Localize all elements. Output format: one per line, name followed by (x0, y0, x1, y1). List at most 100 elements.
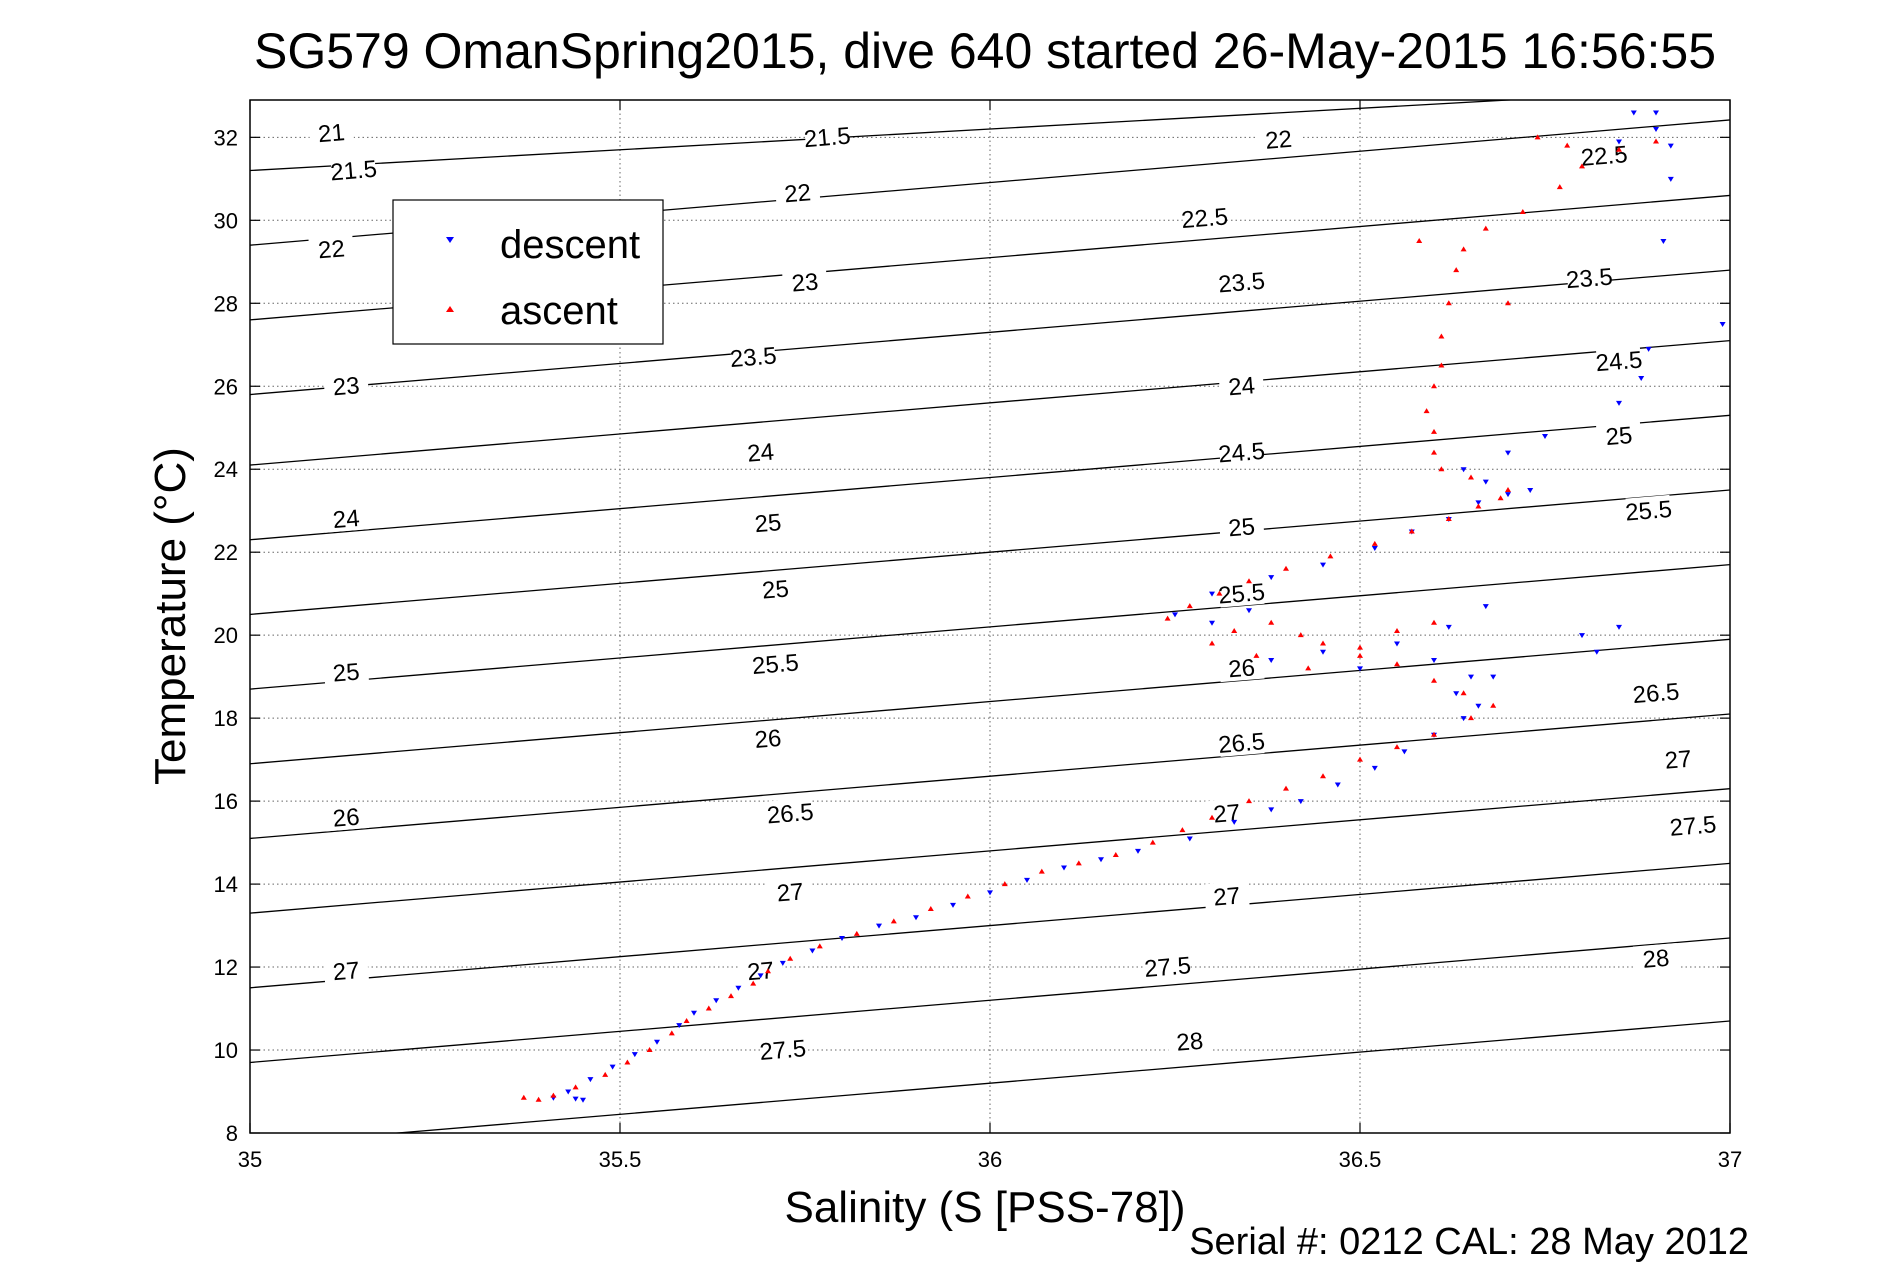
descent-point (1460, 716, 1467, 722)
y-tick-label: 18 (214, 706, 238, 731)
contour-label: 21.5 (803, 122, 852, 153)
contour-label: 27.5 (1669, 811, 1718, 842)
chart-title: SG579 OmanSpring2015, dive 640 started 2… (254, 23, 1716, 79)
ascent-point (1453, 267, 1460, 273)
descent-point (1468, 674, 1474, 680)
descent-point (1453, 691, 1460, 697)
contour-label: 26 (1227, 654, 1256, 683)
ascent-point (550, 1092, 557, 1098)
contour-label: 25.5 (751, 649, 800, 680)
x-tick-label: 37 (1718, 1147, 1742, 1172)
descent-point (1616, 139, 1622, 145)
contour-label-bg (744, 507, 791, 537)
contour-label-bg (323, 370, 370, 401)
ascent-point (1423, 408, 1430, 414)
contour-label: 27.5 (758, 1035, 807, 1066)
ascent-point (535, 1096, 542, 1102)
ascent-point (1371, 540, 1378, 546)
contour-label: 27 (1664, 746, 1693, 775)
contour-label-bg (781, 266, 828, 297)
descent-point (1371, 765, 1378, 771)
contour-label-bg (1632, 942, 1679, 973)
contour-label: 24 (332, 505, 361, 534)
ascent-point (927, 905, 934, 911)
y-tick-label: 24 (214, 457, 238, 482)
contour-label-bg (804, 121, 851, 152)
contour-label: 24 (1227, 372, 1256, 401)
ascent-point (1209, 640, 1215, 646)
descent-point (1653, 127, 1659, 133)
descent-point (987, 890, 993, 896)
density-contour-line (250, 788, 1730, 914)
descent-point (691, 1010, 697, 1016)
descent-point (1394, 641, 1400, 647)
contour-label: 26.5 (1632, 678, 1681, 709)
descent-point (1371, 546, 1378, 552)
ascent-point (1357, 652, 1363, 658)
descent-point (839, 936, 845, 942)
y-axis-ticks: 8 10 12 14 16 18 20 22 24 26 28 30 32 (214, 125, 1730, 1146)
ascent-point (1283, 785, 1289, 791)
contour-label-bg (1255, 124, 1302, 154)
ascent-point (1075, 860, 1082, 866)
ascent-point (1320, 773, 1326, 779)
density-contour-line (250, 489, 1730, 616)
ascent-point (787, 955, 794, 961)
ascent-point (1475, 503, 1482, 509)
ascent-point (1394, 744, 1400, 750)
y-tick-label: 8 (226, 1121, 238, 1146)
contour-label: 26 (332, 804, 361, 833)
x-tick-label: 35.5 (599, 1147, 642, 1172)
contour-label: 25.5 (1217, 579, 1266, 610)
contour-label: 25 (1605, 422, 1634, 451)
descent-point (1482, 479, 1489, 485)
contour-label-bg (323, 955, 370, 986)
contour-label: 28 (1175, 1028, 1204, 1057)
descent-point (1579, 633, 1585, 639)
contour-label-bg (1632, 677, 1679, 708)
ascent-point (1505, 486, 1511, 492)
legend-ascent-label: ascent (500, 289, 618, 333)
descent-point (1445, 624, 1452, 630)
ascent-point (964, 893, 971, 899)
ascent-point (1268, 619, 1275, 625)
ascent-point (1438, 333, 1445, 339)
descent-point (1209, 620, 1215, 626)
descent-point (1268, 575, 1275, 581)
contour-label: 28 (1642, 945, 1671, 974)
ascent-point (1431, 619, 1437, 625)
descent-point (1401, 749, 1408, 755)
contour-label-bg (1595, 420, 1642, 450)
descent-point (1357, 666, 1363, 672)
legend-descent-marker (446, 237, 454, 243)
ascent-point (1394, 661, 1400, 667)
ascent-point (624, 1059, 631, 1065)
density-contour-line (250, 339, 1730, 466)
ascent-point (1112, 852, 1119, 858)
descent-point (1719, 322, 1726, 328)
ascent-point (1431, 428, 1437, 434)
density-contour-line (250, 862, 1730, 989)
ascent-point (1186, 603, 1193, 609)
ascent-point (1460, 690, 1467, 696)
y-tick-label: 14 (214, 872, 238, 897)
descent-point (1542, 434, 1548, 440)
ascent-point (1001, 881, 1008, 887)
contour-label-bg (1181, 202, 1228, 233)
ascent-point (816, 943, 823, 949)
ascent-point (1357, 756, 1363, 762)
contour-label-bg (1218, 436, 1265, 467)
ascent-point (1216, 590, 1223, 596)
descent-point (1645, 346, 1652, 352)
descent-point (1653, 110, 1659, 116)
contour-label: 21.5 (329, 156, 378, 187)
contour-label-bg (1144, 951, 1191, 981)
ascent-point (1490, 702, 1497, 708)
descent-point (1431, 658, 1437, 664)
legend: descent ascent (392, 199, 664, 345)
contour-label-bg (308, 233, 355, 264)
contour-label: 24.5 (1217, 438, 1266, 469)
descent-point (580, 1097, 586, 1103)
descent-point (1246, 608, 1252, 614)
